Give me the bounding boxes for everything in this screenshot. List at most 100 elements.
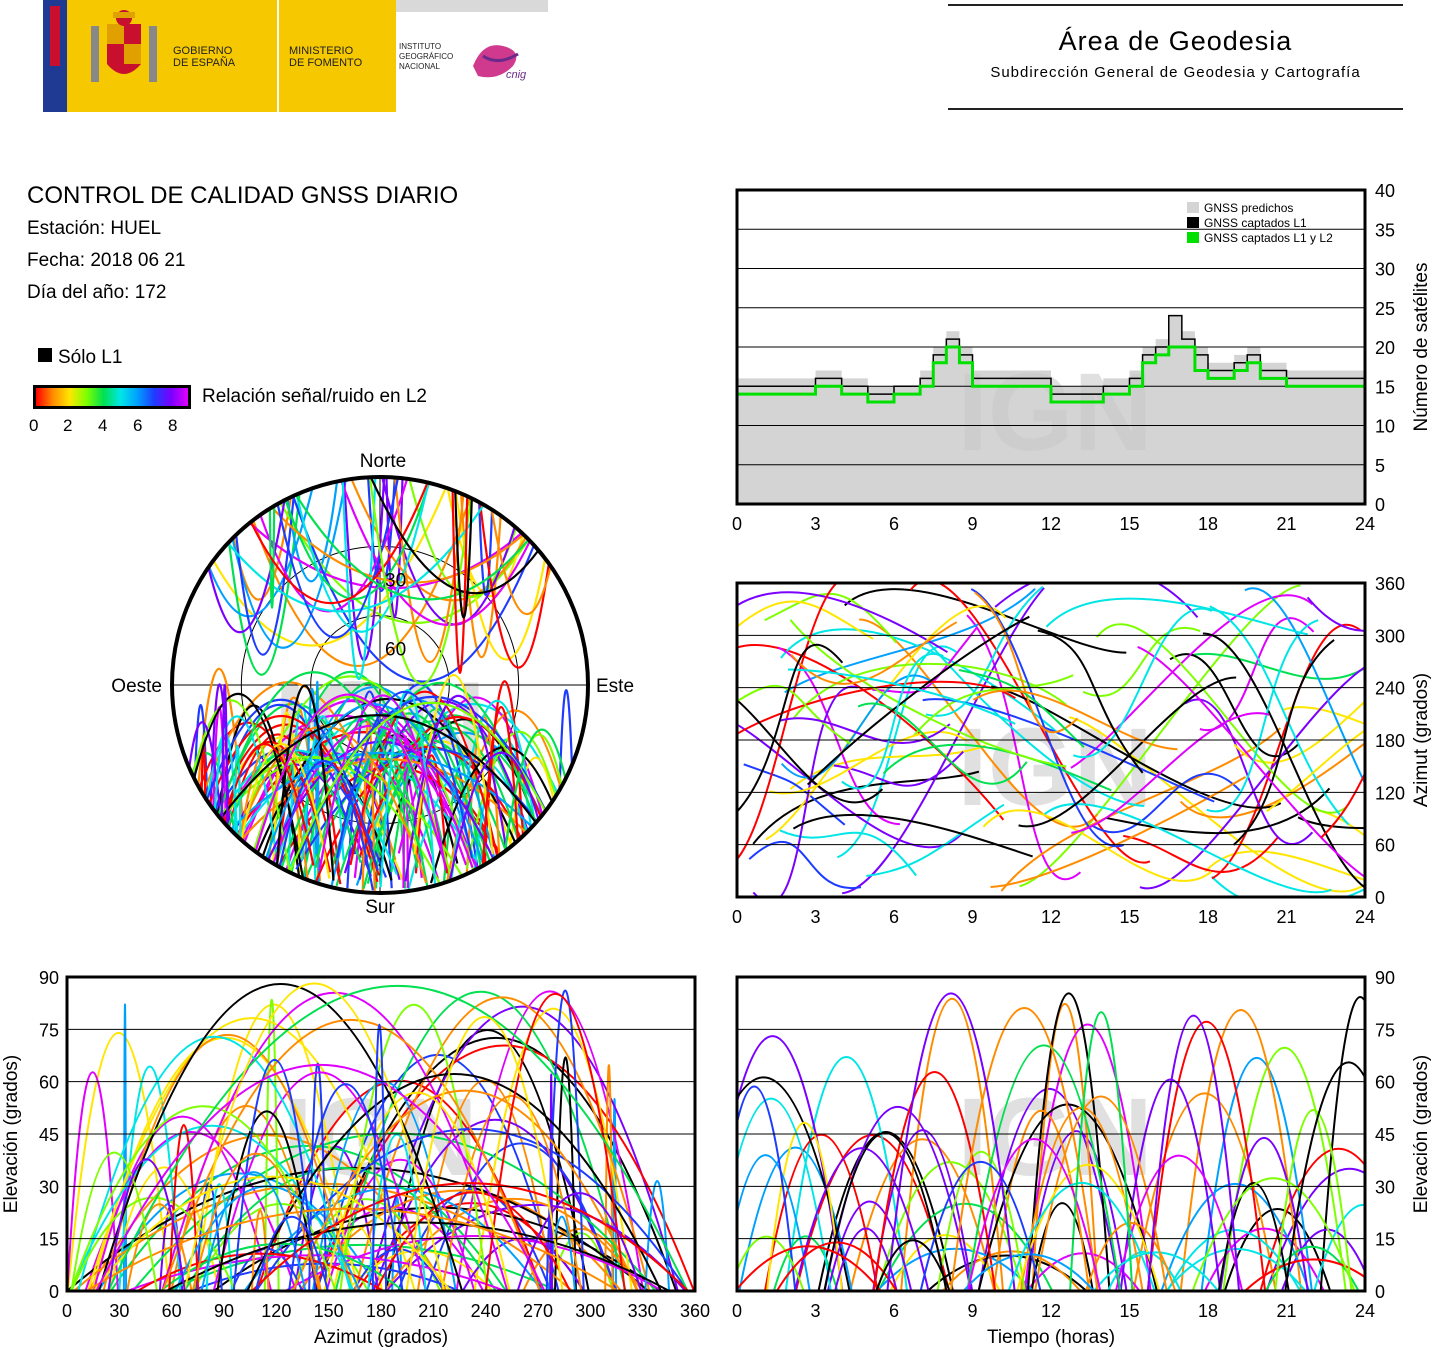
satellite-track xyxy=(1284,1061,1365,1291)
satellite-track xyxy=(737,684,851,745)
satellite-track xyxy=(972,689,1178,751)
satellite-track xyxy=(764,592,898,644)
satellite-track xyxy=(203,671,424,860)
track-group xyxy=(737,583,1365,897)
satellite-track xyxy=(784,1056,909,1291)
satellite-track xyxy=(1070,594,1314,769)
colorbar-tick: 4 xyxy=(98,416,108,435)
satellite-track xyxy=(1030,1202,1094,1291)
satellite-track xyxy=(889,1234,1001,1291)
satellite-track xyxy=(844,588,1127,654)
plot-frame xyxy=(735,581,1367,899)
l1-only-swatch xyxy=(38,348,52,362)
satellite-track xyxy=(790,621,958,685)
satellite-track xyxy=(1072,607,1213,759)
date-label: Fecha: 2018 06 21 xyxy=(27,250,186,271)
satellite-track xyxy=(792,813,1033,858)
x-tick-label: 9 xyxy=(967,1301,977,1321)
satellite-track xyxy=(743,763,846,826)
legend-label: GNSS captados L1 y L2 xyxy=(1204,231,1333,245)
y-tick-label: 75 xyxy=(39,1020,59,1040)
satellite-track xyxy=(977,1088,1121,1291)
satellite-track xyxy=(994,583,1199,619)
x-tick-label: 21 xyxy=(1276,1301,1296,1321)
satellite-track xyxy=(738,1146,853,1291)
satellite-track xyxy=(182,715,380,876)
plot-frame xyxy=(735,975,1367,1293)
satellite-track xyxy=(966,1044,1122,1291)
satellite-track xyxy=(1274,1109,1353,1291)
satellite-track xyxy=(230,1247,304,1291)
satellite-track xyxy=(77,1036,352,1291)
satellite-track xyxy=(323,1091,511,1291)
satellite-track xyxy=(232,1058,317,1291)
satellite-track xyxy=(1202,632,1365,889)
legend-swatch xyxy=(1187,202,1199,213)
satellite-track xyxy=(779,717,951,744)
y-tick-label: 60 xyxy=(1375,1073,1395,1093)
satellite-track xyxy=(737,1076,851,1291)
satellite-track xyxy=(371,1024,388,1291)
satellite-track xyxy=(925,585,1044,717)
report-title: CONTROL DE CALIDAD GNSS DIARIO xyxy=(27,182,459,209)
satellite-track xyxy=(1026,992,1111,1291)
y-tick-label: 45 xyxy=(1375,1125,1395,1145)
satellite-track xyxy=(1069,1011,1134,1291)
x-tick-label: 21 xyxy=(1276,514,1296,534)
satellite-track xyxy=(1259,1147,1365,1291)
satellite-track xyxy=(476,477,561,669)
x-tick-label: 210 xyxy=(418,1301,448,1321)
satellite-track xyxy=(1283,706,1365,726)
x-tick-label: 30 xyxy=(109,1301,129,1321)
y-axis-label: Elevación (grados) xyxy=(1411,1055,1432,1213)
x-tick-label: 9 xyxy=(967,907,977,927)
x-tick-label: 0 xyxy=(62,1301,72,1321)
area-bottom-rule xyxy=(948,108,1403,110)
satellite-track xyxy=(737,591,949,654)
satellite-track xyxy=(554,1056,577,1291)
y-tick-label: 45 xyxy=(39,1125,59,1145)
x-tick-label: 12 xyxy=(1041,514,1061,534)
x-tick-label: 0 xyxy=(732,1301,742,1321)
satellite-track xyxy=(440,1094,583,1291)
satellite-track xyxy=(876,1161,1025,1291)
satellite-track xyxy=(168,1243,558,1291)
satellite-track xyxy=(1265,1167,1365,1291)
satellite-track xyxy=(1203,1227,1325,1291)
y-axis-label: Elevación (grados) xyxy=(1,1055,22,1213)
satellite-track xyxy=(982,809,1212,882)
satellite-track xyxy=(251,693,446,862)
satellite-track xyxy=(737,723,963,849)
plot-frame xyxy=(735,188,1367,506)
satellite-track xyxy=(257,703,490,880)
x-tick-label: 90 xyxy=(214,1301,234,1321)
west-label: Oeste xyxy=(111,676,162,697)
satellite-track xyxy=(232,744,243,887)
satellite-track xyxy=(1233,639,1335,846)
satellite-track xyxy=(218,477,348,649)
x-tick-label: 3 xyxy=(810,907,820,927)
satellite-track xyxy=(1209,605,1350,826)
satellite-track xyxy=(477,477,495,596)
x-tick-label: 18 xyxy=(1198,1301,1218,1321)
satellite-track xyxy=(644,1180,671,1291)
satellite-track xyxy=(85,1207,619,1291)
satellite-track xyxy=(397,696,554,854)
satellite-track xyxy=(200,1171,307,1291)
satellite-track xyxy=(1297,816,1365,830)
satellite-track xyxy=(372,1118,618,1291)
satellite-track xyxy=(737,680,1016,736)
satellite-track xyxy=(936,1151,1026,1291)
y-tick-label: 30 xyxy=(1375,1177,1395,1197)
x-tick-label: 15 xyxy=(1119,514,1139,534)
x-tick-label: 0 xyxy=(732,514,742,534)
sky-horizon xyxy=(170,475,590,895)
satellite-track xyxy=(522,1228,639,1291)
colorbar-tick: 6 xyxy=(133,416,143,435)
x-axis-label: Tiempo (horas) xyxy=(987,1327,1115,1348)
flag-stripe-red xyxy=(50,6,60,66)
cnig-logo-icon: cnig xyxy=(473,45,527,81)
satellite-track xyxy=(1107,1250,1182,1291)
